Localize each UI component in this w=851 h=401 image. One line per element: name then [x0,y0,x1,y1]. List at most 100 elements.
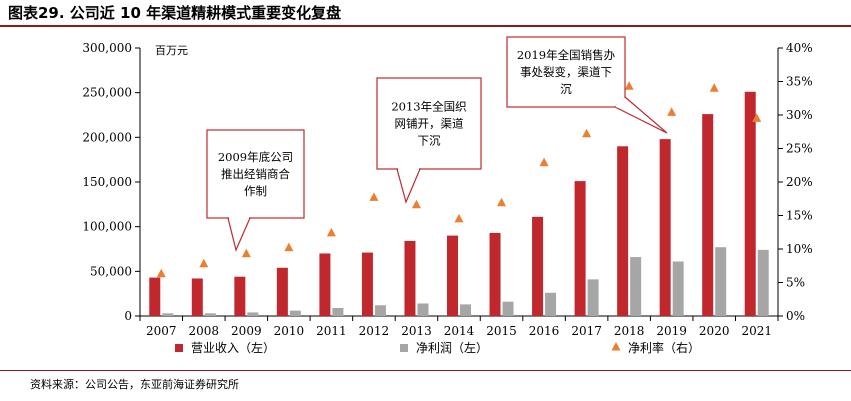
revenue-bar [361,252,373,316]
callout-text: 2009年底公司推出经销商合作制 [218,150,293,198]
revenue-bar [574,181,586,316]
y-tick-label-right: 25% [786,142,813,156]
callout-pointer [227,217,251,252]
net-profit-bar [715,247,727,316]
net-profit-bar [502,301,514,316]
net-margin-marker [752,113,762,122]
net-margin-marker [582,128,592,138]
net-profit-bar [247,312,259,316]
y-axis-unit-label: 百万元 [155,44,188,57]
net-profit-bar [162,313,174,316]
y-tick-label-left: 250,000 [82,86,132,100]
y-tick-label-left: 200,000 [82,130,132,144]
callout-pointer-mask [615,96,625,108]
revenue-bar [447,235,458,316]
y-tick-label-left: 0 [124,309,132,323]
y-tick-label-right: 35% [786,75,813,89]
net-margin-marker [667,107,677,116]
legend-swatch [400,344,408,352]
net-margin-marker [156,268,166,278]
net-margin-marker [454,213,464,223]
net-margin-marker [326,227,336,237]
net-profit-bar [460,304,471,316]
net-margin-marker [199,258,209,268]
net-margin-marker [411,199,421,209]
revenue-bar [191,278,203,316]
legend-item: 净利润（左） [400,340,488,355]
y-tick-label-right: 15% [786,209,813,223]
y-tick-label-left: 300,000 [82,41,132,55]
callout-box [506,36,626,108]
legend-swatch [611,342,621,351]
y-tick-label-left: 150,000 [82,175,132,189]
x-tick-label: 2014 [444,324,475,338]
callout-box [206,129,305,219]
x-tick-label: 2010 [274,324,305,338]
x-tick-label: 2019 [656,324,687,338]
x-tick-label: 2011 [316,324,347,338]
y-tick-label-right: 40% [786,41,813,55]
legend-item: 净利率（右） [611,340,700,355]
revenue-bar [489,232,501,316]
revenue-bar [532,216,544,316]
x-tick-label: 2007 [146,324,177,338]
footer-divider [0,370,851,371]
callout-2019: 2019年全国销售办事处裂变，渠道下沉 [506,36,668,134]
callout-pointer [613,96,668,134]
x-tick-label: 2013 [401,324,432,338]
net-profit-bar [630,257,642,316]
legend-item: 营业收入（左） [175,340,275,355]
net-profit-bar [672,261,684,316]
y-tick-label-left: 100,000 [82,220,132,234]
y-tick-label-right: 5% [786,276,805,290]
x-tick-label: 2009 [231,324,262,338]
net-profit-bar [545,292,557,316]
callout-text: 2013年全国织网铺开，渠道下沉 [391,100,466,148]
x-tick-label: 2012 [359,324,390,338]
y-tick-label-left: 50,000 [90,264,132,278]
revenue-bar [276,267,288,316]
y-tick-label-right: 10% [786,242,813,256]
net-margin-marker [241,248,251,258]
net-margin-marker [539,157,549,167]
legend-label: 净利率（右） [628,340,700,355]
revenue-bar [617,146,629,316]
x-tick-label: 2015 [486,324,517,338]
revenue-bar [319,253,331,316]
revenue-bar [659,139,671,316]
x-tick-label: 2017 [571,324,602,338]
x-tick-label: 2016 [529,324,560,338]
legend-label: 营业收入（左） [191,340,275,355]
callout-pointer [396,168,421,204]
y-tick-label-right: 0% [786,309,805,323]
net-margin-marker [497,197,507,207]
net-profit-bar [374,305,386,316]
legend-label: 净利润（左） [416,340,488,355]
legend-swatch [175,344,183,352]
revenue-bar [149,277,161,316]
net-profit-bar [289,310,301,316]
callout-box [376,77,482,170]
x-tick-label: 2021 [741,324,772,338]
net-margin-marker [624,81,634,90]
net-profit-bar [757,249,769,316]
net-profit-bar [204,313,216,316]
figure-title: 图表29. 公司近 10 年渠道精耕模式重要变化复盘 [8,4,342,22]
net-margin-marker [369,192,379,201]
net-margin-marker [709,83,719,92]
net-profit-bar [587,279,599,316]
callout-2009: 2009年底公司推出经销商合作制 [206,129,305,252]
net-margin-marker [284,242,294,252]
x-tick-label: 2020 [699,324,730,338]
y-tick-label-right: 30% [786,108,813,122]
x-tick-label: 2018 [614,324,645,338]
source-note: 资料来源：公司公告，东亚前海证券研究所 [30,378,239,391]
x-tick-label: 2008 [189,324,220,338]
net-profit-bar [332,307,344,316]
revenue-bar [404,240,416,316]
net-profit-bar [417,303,429,316]
y-tick-label-right: 20% [786,175,813,189]
callout-text: 2019年全国销售办事处裂变，渠道下沉 [517,48,616,96]
revenue-bar [702,114,714,317]
combo-chart: 百万元 0 50,000 100,000 150,000 200,000 250,000 3… [82,36,813,355]
